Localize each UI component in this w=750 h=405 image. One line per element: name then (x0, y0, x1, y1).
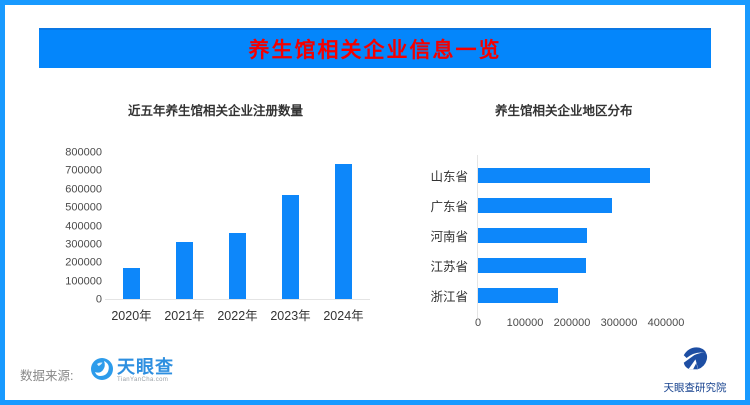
banner: 养生馆相关企业信息一览 (39, 28, 711, 68)
y-tick-label: 300000 (65, 238, 102, 251)
left-chart-y-axis: 0 100000 200000 300000 400000 500000 600000 700… (60, 147, 102, 305)
left-chart-plot: 0 100000 200000 300000 400000 500000 600000 700… (60, 147, 395, 305)
x-tick-label: 300000 (600, 317, 638, 329)
x-tick-label: 100000 (506, 317, 544, 329)
right-chart-bars: 山东省广东省河南省江苏省浙江省 (420, 160, 735, 310)
data-source-label: 数据来源: (20, 369, 74, 383)
bar-slot (264, 153, 317, 299)
y-tick-label: 100000 (65, 275, 102, 288)
research-institute-name: 天眼查研究院 (663, 382, 727, 394)
region-row: 河南省 (420, 220, 735, 250)
x-tick-label: 200000 (553, 317, 591, 329)
x-tick-label: 0 (474, 317, 482, 329)
tianyancha-wordmark: 天眼查 TianYanCha.com (117, 357, 174, 383)
bar-slot (105, 153, 158, 299)
y-tick-label: 700000 (65, 164, 102, 177)
left-chart-x-axis: 2020年 2021年 2022年 2023年 2024年 (105, 305, 370, 324)
tianyancha-logo: 天眼查 TianYanCha.com (90, 357, 174, 383)
y-tick-label: 500000 (65, 201, 102, 214)
bar-slot (158, 153, 211, 299)
bar-2022年 (229, 233, 246, 299)
y-tick-label: 400000 (65, 220, 102, 232)
x-tick-label: 400000 (647, 317, 685, 329)
region-label: 广东省 (430, 199, 468, 214)
research-institute-icon (683, 347, 708, 370)
x-category-label: 2023年 (270, 309, 311, 323)
research-institute-logo: 天眼查研究院 (650, 343, 740, 395)
region-row: 山东省 (420, 160, 735, 190)
y-tick-label: 200000 (65, 256, 102, 269)
bar-山东省 (478, 167, 650, 183)
tianyancha-name: 天眼查 (117, 357, 174, 377)
bar-广东省 (478, 197, 612, 213)
x-category-label: 2022年 (217, 309, 258, 323)
bar-slot (211, 153, 264, 299)
region-label: 浙江省 (430, 289, 468, 304)
x-category-label: 2024年 (323, 309, 364, 323)
registration-trend-chart: 近五年养生馆相关企业注册数量 0 100000 200000 300000 400000… (60, 95, 395, 330)
bar-2021年 (176, 242, 193, 299)
bar-slot (317, 153, 370, 299)
bar-2023年 (282, 194, 299, 299)
tianyancha-swirl-icon (91, 358, 113, 380)
left-chart-bars (105, 153, 370, 300)
left-chart-title: 近五年养生馆相关企业注册数量 (128, 104, 304, 118)
right-chart-title: 养生馆相关企业地区分布 (495, 104, 633, 118)
right-chart-x-axis: 0 100000 200000 300000 400000 (474, 317, 713, 331)
bar-2024年 (335, 163, 352, 299)
bar-江苏省 (478, 257, 587, 273)
bar-河南省 (478, 227, 588, 243)
page-title: 养生馆相关企业信息一览 (248, 39, 502, 62)
region-row: 江苏省 (420, 250, 735, 280)
bar-track (478, 227, 713, 243)
x-category-label: 2020年 (111, 309, 152, 323)
y-tick-label: 0 (95, 293, 102, 306)
bar-浙江省 (478, 287, 558, 303)
bar-2020年 (123, 267, 140, 299)
y-tick-label: 800000 (65, 146, 102, 159)
y-tick-label: 600000 (65, 183, 102, 196)
bar-track (478, 257, 713, 273)
right-chart-axis-line (477, 155, 478, 318)
region-distribution-chart: 养生馆相关企业地区分布 山东省广东省河南省江苏省浙江省 0 100000 20000… (420, 95, 735, 330)
bar-track (478, 197, 713, 213)
tianyancha-domain: TianYanCha.com (117, 377, 169, 383)
region-row: 广东省 (420, 190, 735, 220)
region-label: 江苏省 (430, 259, 468, 274)
region-label: 山东省 (430, 169, 468, 184)
bar-track (478, 287, 713, 303)
region-row: 浙江省 (420, 280, 735, 310)
x-category-label: 2021年 (164, 309, 205, 323)
bar-track (478, 167, 713, 183)
region-label: 河南省 (430, 229, 468, 244)
